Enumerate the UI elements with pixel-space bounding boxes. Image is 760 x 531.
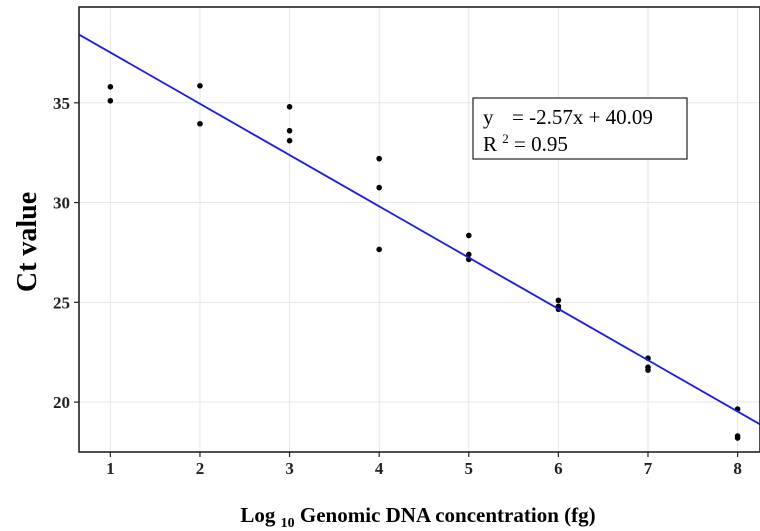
equation-box: y = -2.57x + 40.09 R 2 = 0.95 — [472, 97, 688, 160]
data-point-2 — [107, 97, 114, 104]
x-tick-label-5: 5 — [465, 459, 474, 478]
data-point-1 — [107, 84, 114, 90]
x-tick-label-2: 2 — [196, 459, 205, 478]
data-point-5 — [286, 103, 293, 110]
regression-line — [78, 33, 760, 426]
y-axis-ticks: 20 25 30 35 — [53, 94, 79, 412]
data-point-19 — [645, 367, 651, 373]
equation-y-symbol: y — [483, 105, 494, 129]
equation-line-2: R 2 = 0.95 — [483, 124, 568, 156]
x-axis-title-subscript: 10 — [281, 516, 295, 531]
x-tick-label-8: 8 — [733, 459, 742, 478]
x-axis-title-rest: Genomic DNA concentration (fg) — [300, 503, 596, 527]
data-point-6 — [286, 127, 293, 134]
data-point-10 — [376, 246, 382, 253]
y-tick-label-30: 30 — [53, 194, 70, 213]
grid — [79, 7, 760, 452]
data-point-14 — [555, 297, 562, 304]
data-point-11 — [465, 232, 472, 239]
x-axis-title: Log 10 Genomic DNA concentration (fg) — [240, 503, 595, 531]
y-axis-title: Ct value — [12, 192, 43, 292]
x-axis-title-log: Log — [240, 503, 276, 527]
y-tick-label-25: 25 — [53, 293, 70, 312]
equation-line-1: y = -2.57x + 40.09 — [483, 105, 653, 129]
x-tick-label-7: 7 — [644, 459, 653, 478]
data-point-22 — [734, 435, 741, 441]
r-squared-superscript: 2 — [502, 131, 509, 146]
equation-box-frame — [472, 97, 688, 160]
x-tick-label-6: 6 — [554, 459, 563, 478]
regression-line-group — [78, 33, 760, 426]
data-point-7 — [286, 137, 293, 144]
data-point-9 — [376, 184, 382, 191]
plot-frame — [78, 6, 760, 453]
y-tick-label-35: 35 — [53, 94, 70, 113]
y-tick-label-20: 20 — [53, 393, 70, 412]
x-tick-label-3: 3 — [285, 459, 294, 478]
r-squared-symbol: R — [483, 132, 497, 156]
data-point-8 — [376, 155, 382, 162]
equation-formula: = -2.57x + 40.09 — [512, 105, 653, 129]
data-point-4 — [197, 120, 203, 127]
x-tick-label-4: 4 — [375, 459, 384, 478]
r-squared-value: = 0.95 — [514, 132, 568, 156]
x-axis-ticks: 1 2 3 4 5 6 7 8 — [106, 452, 742, 478]
x-tick-label-1: 1 — [106, 459, 115, 478]
data-point-3 — [197, 83, 203, 89]
